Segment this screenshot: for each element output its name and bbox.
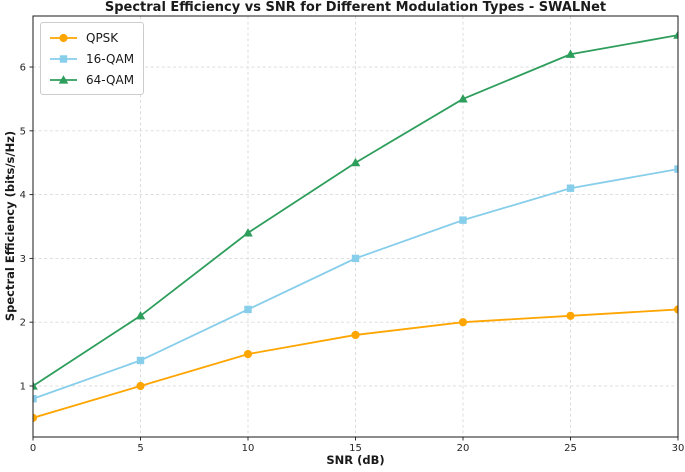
data-point-marker <box>350 157 361 167</box>
data-point-marker <box>33 381 38 390</box>
data-point-marker <box>33 395 37 403</box>
x-tick-label: 5 <box>137 443 143 454</box>
legend-label: 16-QAM <box>86 51 135 66</box>
square-marker-sample-icon <box>50 54 77 63</box>
data-point-marker <box>135 311 146 320</box>
legend: QPSK 16-QAM 64-QAM <box>40 22 145 95</box>
data-point-marker <box>458 94 468 103</box>
y-tick-label: 3 <box>20 254 26 265</box>
x-tick-label: 10 <box>242 443 255 454</box>
series-qpsk <box>33 305 678 422</box>
data-point-marker <box>136 381 145 391</box>
triangle-marker-sample-icon <box>50 74 77 84</box>
data-point-marker <box>674 165 678 173</box>
x-axis-label: SNR (dB) <box>326 453 385 467</box>
circle-marker-sample-icon <box>50 33 77 42</box>
data-point-marker <box>673 305 678 314</box>
data-point-marker <box>244 305 252 314</box>
legend-label: QPSK <box>86 30 119 45</box>
x-tick-label: 30 <box>672 443 685 454</box>
data-point-marker <box>565 49 576 58</box>
data-point-marker <box>458 318 468 327</box>
x-tick-label: 0 <box>30 443 36 454</box>
x-tick-label: 15 <box>349 443 362 454</box>
data-point-marker <box>351 254 360 263</box>
x-tick-label: 25 <box>564 443 577 454</box>
legend-item-64-qam: 64-QAM <box>48 69 134 90</box>
data-point-marker <box>673 30 678 39</box>
data-point-marker <box>351 330 360 340</box>
data-point-marker <box>243 228 253 237</box>
data-point-marker <box>136 356 145 365</box>
y-tick-label: 2 <box>20 318 26 329</box>
series-64-qam <box>33 30 678 390</box>
chart-title: Spectral Efficiency vs SNR for Different… <box>104 0 607 15</box>
y-tick-label: 4 <box>20 190 26 201</box>
data-point-marker <box>459 216 467 224</box>
legend-item-qpsk: QPSK <box>48 27 134 48</box>
data-point-marker <box>243 349 253 359</box>
legend-item-16-qam: 16-QAM <box>48 48 134 69</box>
y-axis-label: Spectral Efficiency (bits/s/Hz) <box>3 130 17 322</box>
y-tick-label: 6 <box>20 63 26 74</box>
series-16-qam <box>33 165 678 403</box>
data-point-marker <box>566 311 575 320</box>
x-tick-label: 20 <box>457 443 470 454</box>
y-tick-label: 1 <box>20 381 26 392</box>
data-point-marker <box>33 413 38 422</box>
y-tick-label: 5 <box>20 126 26 137</box>
legend-label: 64-QAM <box>86 72 135 87</box>
data-point-marker <box>566 184 575 192</box>
